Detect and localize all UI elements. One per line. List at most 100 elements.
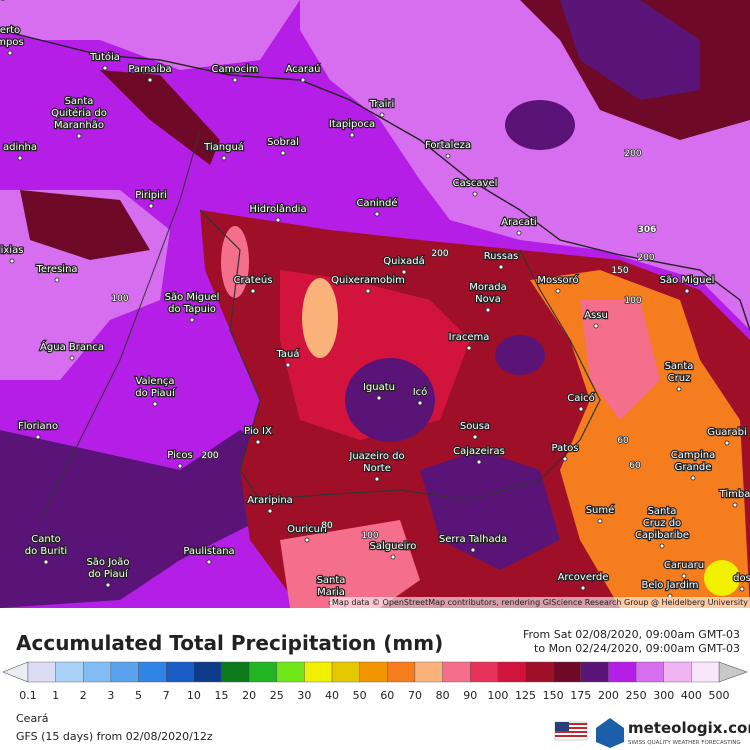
flag-stripes: [555, 723, 587, 737]
city-label: Santa: [317, 575, 346, 586]
city-label: Santa: [65, 96, 94, 107]
contour-label: 100: [111, 294, 128, 304]
field-purple: [495, 335, 545, 375]
city-label: Sousa: [460, 421, 490, 432]
city-label: Campina: [671, 450, 715, 461]
city-label: Maranhão: [54, 120, 104, 131]
contour-label: 60: [617, 436, 629, 446]
flag-canton: [555, 722, 569, 731]
legend-tick-label: 100: [487, 689, 508, 702]
legend-swatch: [525, 661, 554, 683]
legend-swatch: [276, 661, 305, 683]
legend-tick-label: 2: [80, 689, 87, 702]
city-dot: [147, 77, 153, 83]
field-lightorange: [302, 278, 338, 358]
city-label: Arcoverde: [558, 572, 609, 583]
city-dot: [300, 77, 306, 83]
city-label: Serra Talhada: [439, 534, 507, 545]
city-label: Pio IX: [244, 426, 272, 437]
city-label: São João: [86, 557, 129, 568]
city-dot: [445, 153, 451, 159]
legend-tick-label: 7: [163, 689, 170, 702]
city-dot: [35, 434, 41, 440]
legend-tick-label: 80: [436, 689, 450, 702]
city-label: Morada: [469, 282, 506, 293]
city-dot: [221, 155, 227, 161]
city-label: Canindé: [356, 197, 397, 209]
contour-label: 100: [361, 531, 378, 541]
contour-label: 80: [321, 521, 333, 531]
city-dot: [472, 434, 478, 440]
city-dot: [275, 217, 281, 223]
city-dot: [472, 191, 478, 197]
city-dot: [189, 317, 195, 323]
city-label: Itapipoca: [329, 119, 375, 130]
city-dot: [152, 401, 158, 407]
city-label: Capibaribe: [635, 530, 689, 541]
legend-tick-label: 20: [242, 689, 256, 702]
legend-swatch: [359, 661, 388, 683]
city-dot: [580, 585, 586, 591]
attribution-background: [330, 597, 750, 608]
city-label: Mossoró: [537, 274, 578, 286]
contour-label: 200: [201, 451, 218, 461]
contour-label: 150: [611, 266, 628, 276]
field-orange: [530, 270, 750, 608]
city-dot: [466, 345, 472, 351]
city-dot: [597, 518, 603, 524]
legend-tick-label: 10: [187, 689, 201, 702]
city-label: Cajazeiras: [453, 446, 505, 457]
legend-tick-label: 30: [297, 689, 311, 702]
city-label: Quixeramobim: [331, 275, 405, 286]
city-dot: [485, 307, 491, 313]
legend-swatch: [414, 661, 443, 683]
legend-to: to Mon 02/24/2020, 09:00am GMT-03: [534, 642, 740, 655]
brand: meteologix.com: [628, 719, 750, 737]
city-dot: [376, 395, 382, 401]
legend-tick-label: 200: [598, 689, 619, 702]
city-label: do Buriti: [25, 546, 67, 557]
city-label: Quitéria do: [51, 107, 107, 119]
city-dot: [267, 508, 273, 514]
legend-tick-label: 250: [626, 689, 647, 702]
city-dot: [280, 150, 286, 156]
city-dot: [379, 112, 385, 118]
legend-swatch: [248, 661, 277, 683]
city-label: Iracema: [449, 332, 490, 343]
city-label: Timba: [719, 489, 750, 500]
contour-label: 200: [637, 253, 654, 263]
city-dot: [578, 406, 584, 412]
city-dot: [516, 230, 522, 236]
legend-swatch: [663, 661, 692, 683]
contour-label: 200: [624, 149, 641, 159]
city-dot: [555, 288, 561, 294]
city-label: Tianguá: [203, 141, 244, 153]
contour-label: 60: [629, 461, 641, 471]
city-dot: [724, 440, 730, 446]
city-dot: [732, 502, 738, 508]
city-dot: [206, 559, 212, 565]
field-purple: [560, 0, 700, 100]
field-pink: [580, 300, 660, 420]
city-label: Paulistana: [183, 546, 234, 557]
city-label: Assu: [584, 310, 608, 321]
contour-label: 306: [638, 225, 657, 235]
legend-tick-label: 50: [353, 689, 367, 702]
city-label: ixias: [1, 245, 24, 256]
city-label: Hidrolândia: [249, 203, 306, 215]
city-label: Tutóia: [89, 51, 120, 63]
state-border: [199, 209, 601, 501]
flag: [554, 721, 588, 741]
legend-swatch: [387, 661, 416, 683]
city-label: Sumé: [586, 504, 615, 516]
city-label: Canto: [31, 534, 61, 545]
field-pink: [221, 226, 249, 298]
city-label: São Miguel: [165, 292, 220, 303]
city-dot: [470, 547, 476, 553]
legend-swatch: [83, 661, 112, 683]
city-label: Parnaíba: [128, 63, 171, 75]
field-purple: [0, 430, 300, 608]
city-label: do Piauí: [88, 568, 129, 580]
city-label: Aracati: [501, 217, 536, 228]
